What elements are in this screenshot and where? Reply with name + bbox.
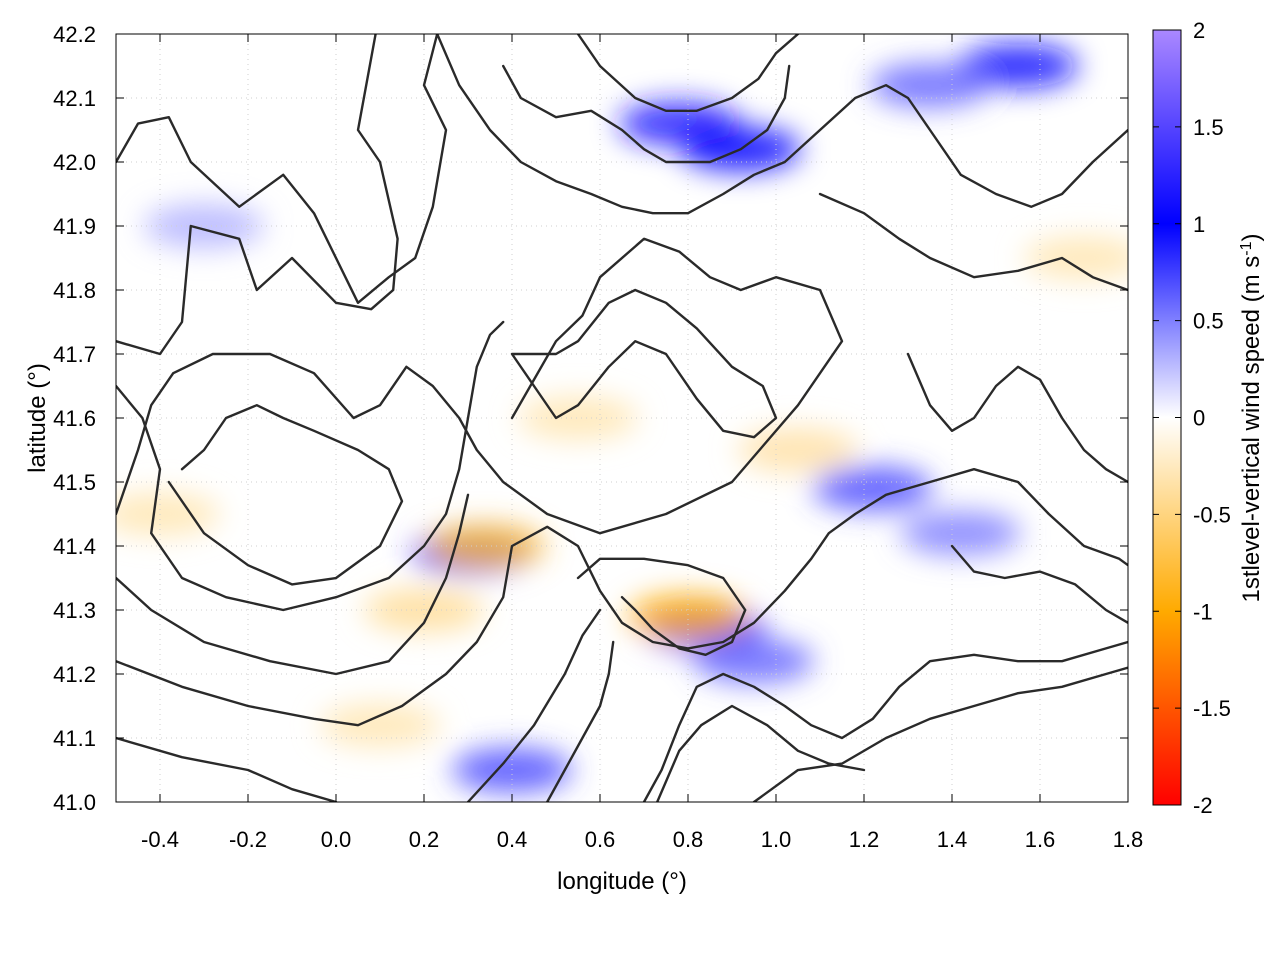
terrain-contours	[116, 34, 1128, 802]
colorbar-tick-label: 0.5	[1193, 309, 1224, 334]
contour-line	[116, 34, 448, 304]
y-tick-label: 41.3	[53, 598, 96, 623]
contour-line	[116, 468, 1128, 727]
field-cell	[694, 639, 814, 684]
y-tick-label: 42.1	[53, 86, 96, 111]
field-cell	[1024, 236, 1128, 280]
y-tick-label: 41.6	[53, 406, 96, 431]
field-cell	[320, 703, 440, 748]
contour-line	[576, 557, 747, 656]
x-tick-label: 1.8	[1113, 827, 1144, 852]
x-tick-label: 0.0	[321, 827, 352, 852]
colorbar-tick-label: -1.5	[1193, 696, 1231, 721]
contour-line	[116, 237, 844, 535]
contour-line	[436, 34, 1128, 215]
colorbar-title-main: 1stlevel-vertical wind speed (m s	[1238, 256, 1265, 603]
y-tick-label: 41.7	[53, 342, 96, 367]
contour-line	[546, 640, 615, 802]
y-tick-label: 41.2	[53, 662, 96, 687]
x-tick-label: -0.4	[141, 827, 179, 852]
contour-line	[116, 34, 399, 356]
x-tick-label: 1.0	[761, 827, 792, 852]
colorbar-title-end: )	[1238, 233, 1265, 241]
contour-line	[818, 192, 1128, 292]
colorbar-tick-label: -0.5	[1193, 502, 1231, 527]
y-tick-label: 42.2	[53, 22, 96, 47]
field-cell	[870, 63, 990, 108]
contour-line	[502, 64, 791, 164]
x-axis-title: longitude (°)	[557, 868, 687, 895]
x-tick-label: -0.2	[229, 827, 267, 852]
x-tick-label: 0.8	[673, 827, 704, 852]
field-cell	[900, 511, 1021, 556]
contour-line	[950, 544, 1128, 624]
y-tick-label: 41.5	[53, 470, 96, 495]
colorbar-tick-label: 1	[1193, 212, 1205, 237]
field-cell	[628, 594, 748, 639]
x-tick-label: 0.2	[409, 827, 440, 852]
contour-line	[576, 34, 800, 112]
contour-line	[656, 704, 866, 802]
x-tick-label: 1.6	[1025, 827, 1056, 852]
contour-line	[510, 288, 778, 439]
y-axis-title: latitude (°)	[24, 363, 51, 473]
contour-line	[167, 404, 404, 586]
x-axis-ticks: -0.4 -0.2 0.0 0.2 0.4 0.6 0.8 1.0 1.2 1.4 1.6 1.8	[141, 34, 1143, 852]
contour-line	[752, 666, 1128, 802]
colorbar-ticks: 2 1.5 1 0.5 0 -0.5 -1 -1.5 -2	[1153, 18, 1231, 818]
x-tick-label: 1.4	[937, 827, 968, 852]
vertical-wind-field	[116, 44, 1128, 792]
field-cell	[958, 44, 1078, 88]
y-tick-label: 42.0	[53, 150, 96, 175]
contour-line	[906, 352, 1128, 484]
x-tick-label: 1.2	[849, 827, 880, 852]
colorbar-tick-label: 1.5	[1193, 115, 1224, 140]
colorbar-tick-label: 2	[1193, 18, 1205, 43]
colorbar-title-exponent: -1	[1238, 241, 1255, 255]
y-tick-label: 41.0	[53, 790, 96, 815]
y-axis-ticks: 41.0 41.1 41.2 41.3 41.4 41.5 41.6 41.7 41.8 41.9…	[53, 22, 1128, 815]
x-tick-label: 0.6	[585, 827, 616, 852]
contour-line	[116, 320, 505, 612]
colorbar-tick-label: -2	[1193, 793, 1213, 818]
field-cell	[425, 524, 546, 568]
field-cell	[116, 492, 220, 536]
contour-line	[116, 736, 338, 802]
y-tick-label: 41.9	[53, 214, 96, 239]
contour-line	[116, 493, 470, 676]
contour-line	[642, 640, 1128, 802]
y-tick-label: 41.1	[53, 726, 96, 751]
colorbar-title: 1stlevel-vertical wind speed (m s-1)	[1238, 233, 1266, 602]
colorbar-tick-label: 0	[1193, 406, 1205, 431]
field-cell	[812, 466, 933, 511]
y-tick-label: 41.8	[53, 278, 96, 303]
contour-line	[466, 608, 602, 802]
colorbar-tick-label: -1	[1193, 599, 1213, 624]
x-tick-label: 0.4	[497, 827, 528, 852]
y-tick-label: 41.4	[53, 534, 96, 559]
